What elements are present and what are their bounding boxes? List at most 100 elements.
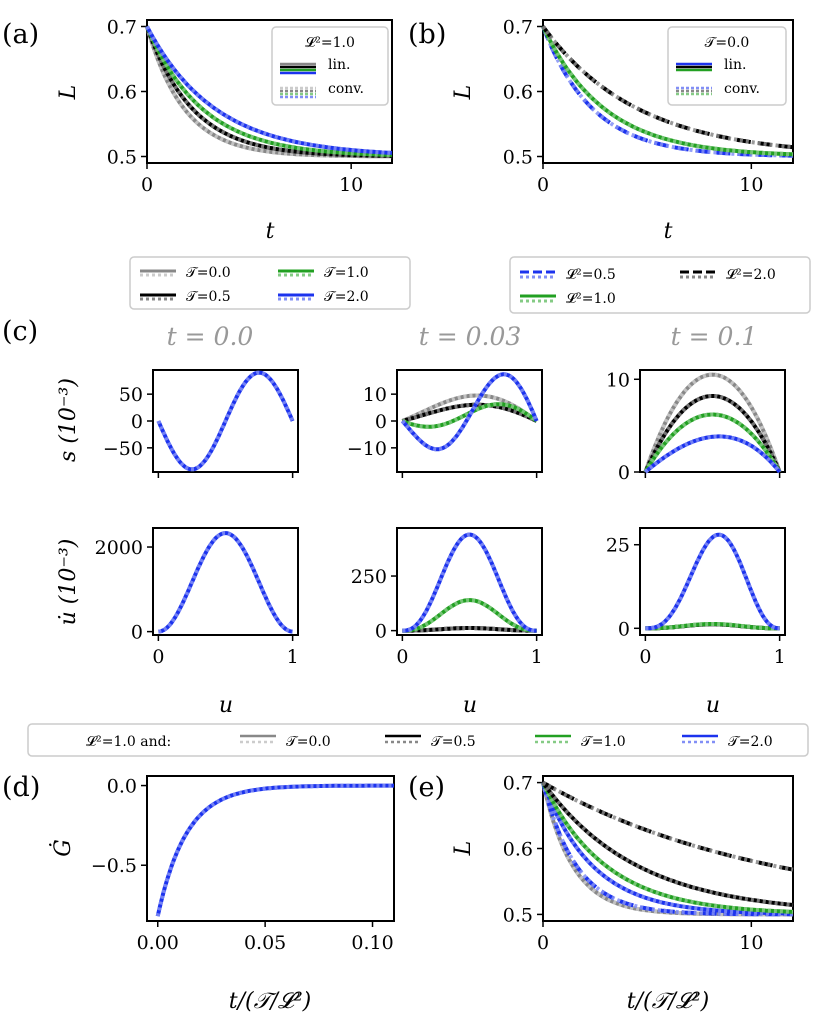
- legend-L-item: 𝓛²=0.5: [566, 267, 616, 283]
- legend-bottom-item: 𝒯=0.5: [431, 734, 476, 750]
- panel-e-xtick-label: 0: [537, 932, 549, 954]
- panel-e-xtick-label: 10: [739, 932, 763, 954]
- legend-T-item: 𝒯=0.5: [186, 289, 231, 305]
- panel-label-c: (c): [2, 316, 38, 347]
- panel-c-u-1-xtick-label: 0: [396, 646, 408, 668]
- series-d-lin: [155, 783, 394, 917]
- legend-bottom-box: [27, 723, 809, 757]
- panel-c-s-2-ytick-label: 0: [618, 462, 630, 484]
- panel-c-u-0-ytick-label: 0: [131, 622, 143, 644]
- panel-c-s-0-ytick-label: 50: [119, 384, 143, 406]
- time-label: t = 0.1: [671, 322, 758, 351]
- panel-c-s-1-ytick-label: −10: [347, 438, 387, 460]
- panel-a-ytick-label: 0.7: [107, 17, 137, 39]
- panel-c-s-2-ytick-label: 10: [606, 369, 630, 391]
- ylabel-d: Ġ: [49, 839, 76, 857]
- series-c-u-1-conv: [402, 598, 537, 633]
- panel-c-u-2-frame: [639, 527, 786, 636]
- panel-c-u-0-xtick-label: 1: [287, 646, 299, 668]
- panel-b-ytick-label: 0.5: [503, 147, 533, 169]
- xlabel-a: t: [266, 219, 275, 244]
- panel-d-frame: [146, 775, 395, 922]
- panel-c-s-0-ytick-label: −50: [103, 438, 143, 460]
- series-e-conv: [541, 781, 794, 916]
- panel-c-u-1-ytick-label: 0: [375, 621, 387, 643]
- panel-c-u-0-ytick-label: 2000: [95, 537, 143, 559]
- panel-d-ytick-label: 0.0: [107, 776, 137, 798]
- panel-label-e: (e): [408, 772, 445, 803]
- legend-b-box: [667, 26, 787, 106]
- legend-b-title: 𝒯=0.0: [705, 35, 750, 51]
- series-c-s-2-lin: [644, 434, 782, 474]
- series-c-s-1-conv: [401, 393, 538, 423]
- panel-e-ytick-label: 0.6: [503, 839, 533, 861]
- series-c-s-1-conv: [401, 402, 538, 423]
- legend-T-item: 𝒯=2.0: [324, 289, 369, 305]
- series-c-s-2-conv: [643, 372, 782, 473]
- panel-label-b: (b): [408, 19, 446, 50]
- panel-a-ytick-label: 0.5: [107, 147, 137, 169]
- series-e-conv: [541, 781, 794, 907]
- panel-c-u-2-ytick-label: 25: [606, 535, 630, 557]
- legend-a-entry: lin.: [328, 57, 350, 73]
- legend-bottom-prefix: 𝓛²=1.0 and:: [86, 734, 171, 750]
- panel-a-ytick-label: 0.6: [107, 82, 137, 104]
- panel-c-u-2-xtick-label: 1: [774, 646, 786, 668]
- series-c-u-0-conv: [158, 531, 293, 634]
- panel-b-ytick-label: 0.7: [503, 17, 533, 39]
- panel-c-u-2-xtick-label: 0: [639, 646, 651, 668]
- time-label: t = 0.03: [419, 322, 522, 351]
- panel-d-xtick-label: 0.00: [137, 932, 179, 954]
- xlabel-d: t/(𝒯/𝓛²): [229, 989, 312, 1014]
- series-c-s-0-conv: [156, 370, 295, 472]
- panel-c-u-1-xtick-label: 1: [531, 646, 543, 668]
- legend-bottom-item: 𝒯=1.0: [581, 734, 626, 750]
- series-c-u-1-conv: [402, 626, 537, 633]
- legend-b-entry: conv.: [724, 81, 760, 97]
- panel-a-xtick-label: 0: [141, 174, 153, 196]
- ylabel-e: L: [451, 841, 476, 857]
- series-c-u-0-lin: [158, 531, 293, 634]
- series-b-conv: [541, 25, 794, 157]
- ylabel-c-s: s (10⁻³): [56, 378, 81, 462]
- series-a-conv: [145, 25, 393, 157]
- panel-c-u-0-frame: [152, 527, 299, 636]
- time-label: t = 0.0: [167, 322, 254, 351]
- panel-label-a: (a): [2, 19, 39, 50]
- xlabel-e: t/(𝒯/𝓛²): [627, 989, 710, 1014]
- ylabel-c-u: u̇ (10⁻³): [56, 539, 81, 626]
- series-c-u-1-conv: [402, 532, 537, 633]
- legend-T-item: 𝒯=0.0: [186, 265, 231, 281]
- panel-c-u-1-ytick-label: 250: [351, 566, 387, 588]
- legend-bottom-item: 𝒯=0.0: [286, 734, 331, 750]
- panel-c-s-2-frame: [639, 369, 786, 473]
- series-a-conv: [145, 25, 393, 155]
- panel-e-ytick-label: 0.5: [503, 904, 533, 926]
- ylabel-b: L: [451, 85, 476, 101]
- panel-d-ytick-label: −0.5: [91, 855, 137, 877]
- series-e-conv: [541, 781, 794, 914]
- legend-b-entry: lin.: [724, 57, 746, 73]
- xlabel-c: u: [463, 693, 477, 718]
- legend-a-entry: conv.: [328, 81, 364, 97]
- panel-b-ytick-label: 0.6: [503, 82, 533, 104]
- xlabel-c: u: [219, 693, 233, 718]
- panel-a-xtick-label: 10: [339, 174, 363, 196]
- series-e-conv: [541, 782, 793, 917]
- series-c-s-1-conv: [400, 372, 539, 452]
- panel-c-u-0-xtick-label: 0: [152, 646, 164, 668]
- panel-c-u-1-frame: [396, 527, 543, 636]
- legend-L-item: 𝓛²=2.0: [726, 267, 776, 283]
- panel-d-xtick-label: 0.05: [244, 932, 286, 954]
- xlabel-b: t: [664, 219, 673, 244]
- panel-d-xtick-label: 0.10: [351, 932, 393, 954]
- panel-label-d: (d): [2, 772, 40, 803]
- legend-L-box: [509, 256, 811, 314]
- panel-b-xtick-label: 0: [537, 174, 549, 196]
- xlabel-c: u: [706, 693, 720, 718]
- series-c-u-2-conv: [645, 622, 780, 631]
- legend-T-box: [129, 256, 411, 310]
- legend-a-box: [271, 26, 389, 106]
- series-d-conv: [155, 783, 394, 917]
- panel-c-s-1-ytick-label: 0: [375, 411, 387, 433]
